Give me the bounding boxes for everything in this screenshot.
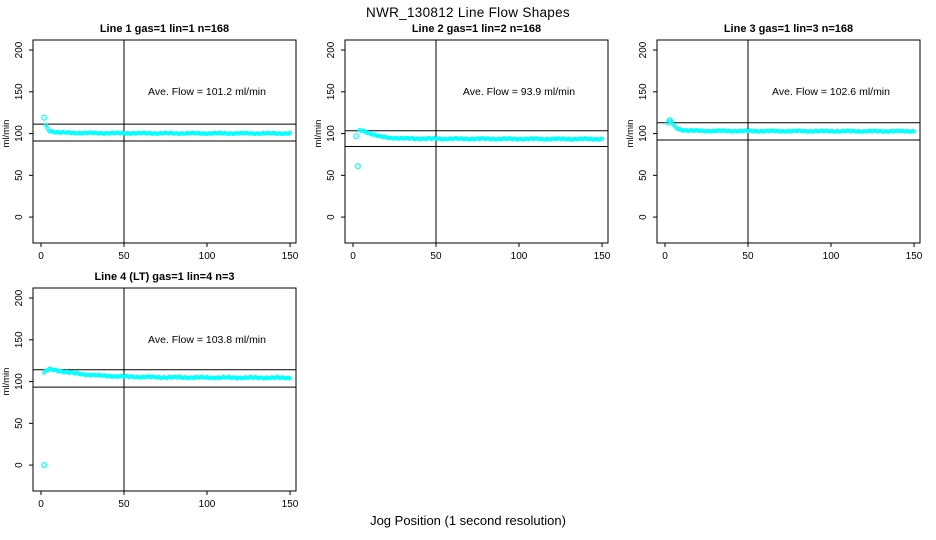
ave-flow-annotation: Ave. Flow = 103.8 ml/min: [148, 334, 266, 346]
x-axis-ticks: 0 50 100 150: [38, 243, 299, 262]
x-axis-label: Jog Position (1 second resolution): [370, 513, 566, 528]
x-tick-label: 0: [38, 499, 44, 510]
y-tick-label: 0: [14, 214, 25, 220]
y-tick-label: 100: [638, 125, 649, 142]
y-tick-label: 100: [14, 373, 25, 390]
ave-flow-annotation: Ave. Flow = 101.2 ml/min: [148, 86, 266, 98]
outlier-point: [354, 163, 361, 170]
x-tick-label: 150: [594, 251, 611, 262]
x-axis-ticks: 0 50 100 150: [350, 243, 611, 262]
y-tick-label: 150: [638, 83, 649, 100]
y-tick-label: 150: [326, 83, 337, 100]
x-tick-label: 100: [199, 499, 216, 510]
panel-line-4: 0 50 100 150 0 50 100 150 200 ml/min Line 4 (LT) …: [0, 268, 312, 516]
y-tick-label: 0: [14, 462, 25, 468]
x-tick-label: 100: [199, 251, 216, 262]
panel-title: Line 3 gas=1 lin=3 n=168: [723, 23, 854, 35]
x-tick-label: 150: [906, 251, 923, 262]
x-axis-ticks: 0 50 100 150: [38, 491, 299, 510]
y-axis-unit-label: ml/min: [625, 120, 636, 148]
outlier-point: [41, 462, 48, 469]
y-tick-label: 200: [14, 289, 25, 306]
y-axis-unit-label: ml/min: [1, 368, 12, 396]
x-tick-label: 150: [282, 499, 299, 510]
start-point: [41, 114, 48, 121]
y-axis-ticks: 0 50 100 150 200: [638, 41, 657, 220]
x-tick-label: 0: [38, 251, 44, 262]
panel-title: Line 2 gas=1 lin=2 n=168: [411, 23, 542, 35]
y-tick-label: 0: [638, 214, 649, 220]
ave-flow-annotation: Ave. Flow = 102.6 ml/min: [772, 86, 890, 98]
x-tick-label: 100: [823, 251, 840, 262]
y-axis-ticks: 0 50 100 150 200: [14, 41, 33, 220]
y-axis-ticks: 0 50 100 150 200: [326, 41, 345, 220]
y-tick-label: 150: [14, 83, 25, 100]
y-tick-label: 200: [326, 41, 337, 58]
flow-data-points: [353, 127, 605, 170]
flow-data-points: [41, 114, 293, 137]
plot-line-4: 0 50 100 150 0 50 100 150 200 ml/min: [1, 287, 299, 510]
y-axis-ticks: 0 50 100 150 200: [14, 289, 33, 468]
y-axis-unit-label: ml/min: [1, 120, 12, 148]
panel-title: Line 1 gas=1 lin=1 n=168: [99, 23, 230, 35]
plot-box: [344, 39, 609, 244]
plot-line-1: 0 50 100 150 0 50 100 150 200 ml/min: [1, 39, 299, 262]
ave-flow-annotation: Ave. Flow = 93.9 ml/min: [462, 86, 576, 98]
panel-title: Line 4 (LT) gas=1 lin=4 n=3: [94, 271, 235, 283]
panel-line-1: 0 50 100 150 0 50 100 150 200 ml/min Line 1 gas=1…: [0, 20, 312, 268]
plot-box: [32, 39, 297, 244]
figure-title: NWR_130812 Line Flow Shapes: [366, 5, 570, 20]
y-tick-label: 200: [14, 41, 25, 58]
x-tick-label: 50: [742, 251, 754, 262]
plot-line-3: 0 50 100 150 0 50 100 150 200 ml/min: [625, 39, 923, 262]
x-tick-label: 100: [511, 251, 528, 262]
y-tick-label: 100: [14, 125, 25, 142]
plot-box: [656, 39, 921, 244]
y-tick-label: 0: [326, 214, 337, 220]
y-tick-label: 150: [14, 331, 25, 348]
start-point: [353, 133, 360, 140]
y-tick-label: 50: [638, 169, 649, 181]
flow-data-points: [41, 366, 293, 469]
y-axis-unit-label: ml/min: [313, 120, 324, 148]
x-tick-label: 50: [430, 251, 442, 262]
x-tick-label: 0: [662, 251, 668, 262]
panel-line-3: 0 50 100 150 0 50 100 150 200 ml/min Line 3 gas=1…: [624, 20, 936, 268]
x-tick-label: 50: [118, 499, 130, 510]
plot-box: [32, 287, 297, 492]
panel-line-2: 0 50 100 150 0 50 100 150 200 ml/min Line 2 gas=1…: [312, 20, 624, 268]
flow-data-points: [665, 117, 917, 134]
x-axis-ticks: 0 50 100 150: [662, 243, 923, 262]
x-tick-label: 50: [118, 251, 130, 262]
x-tick-label: 150: [282, 251, 299, 262]
y-tick-label: 50: [326, 169, 337, 181]
start-point: [666, 117, 673, 124]
y-tick-label: 50: [14, 417, 25, 429]
y-tick-label: 200: [638, 41, 649, 58]
x-tick-label: 0: [350, 251, 356, 262]
y-tick-label: 100: [326, 125, 337, 142]
plot-line-2: 0 50 100 150 0 50 100 150 200 ml/min: [313, 39, 611, 262]
y-tick-label: 50: [14, 169, 25, 181]
